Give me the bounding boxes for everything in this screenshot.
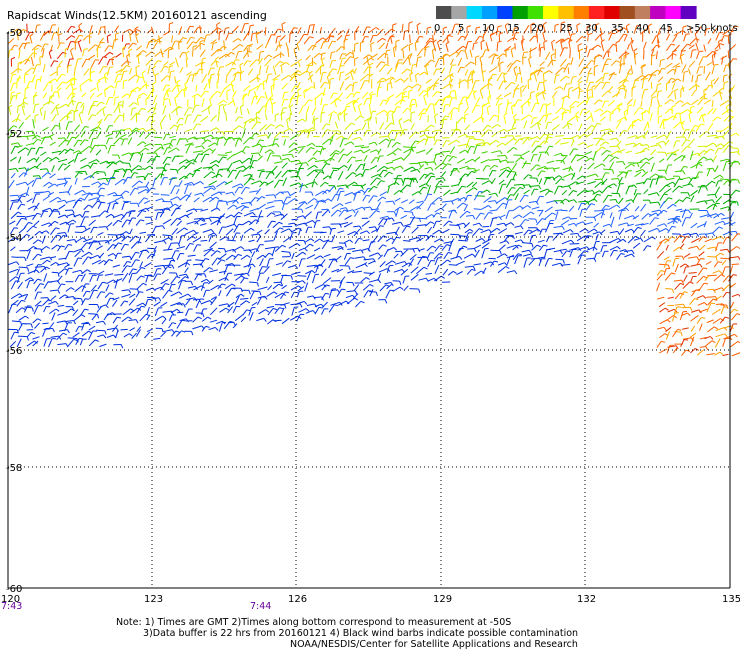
lat-label-60: -60 [6, 584, 22, 595]
lon-label-126: 126 [288, 594, 307, 605]
legend-label-30: 30 [585, 23, 598, 34]
map-title: Rapidscat Winds(12.5KM) 20160121 ascendi… [7, 9, 267, 22]
legend-swatch [634, 6, 651, 19]
legend-swatch [543, 6, 559, 19]
speed-legend: 0 5 10 15 20 25 30 35 40 45 >50 knots [434, 6, 738, 34]
time-label-second: 7:44 [250, 601, 271, 612]
legend-label-45: 45 [660, 23, 673, 34]
note-line-1: Note: 1) Times are GMT 2)Times along bot… [116, 617, 511, 628]
legend-swatch [527, 6, 544, 19]
legend-swatch [451, 6, 468, 19]
legend-swatch [512, 6, 529, 19]
legend-swatch [619, 6, 636, 19]
lon-label-135: 135 [722, 594, 740, 605]
lat-label-52: -52 [6, 129, 22, 140]
legend-label-20: 20 [531, 23, 544, 34]
legend-swatch [466, 6, 483, 19]
legend-label-50: >50 knots [686, 23, 738, 34]
note-line-3: NOAA/NESDIS/Center for Satellite Applica… [290, 639, 578, 650]
legend-swatch [497, 6, 514, 19]
legend-label-25: 25 [560, 23, 573, 34]
legend-label-10: 10 [482, 23, 495, 34]
lon-label-132: 132 [577, 594, 596, 605]
legend-swatch [436, 6, 452, 19]
lon-label-123: 123 [144, 594, 163, 605]
lon-label-120: 120 [1, 594, 20, 605]
wind-barb-field [7, 21, 740, 357]
legend-label-0: 0 [434, 23, 440, 34]
legend-swatch [573, 6, 590, 19]
legend-label-15: 15 [507, 23, 520, 34]
legend-swatch [604, 6, 621, 19]
legend-color-bar [436, 6, 697, 19]
time-label-first: 7:43 [1, 601, 22, 612]
legend-swatch [481, 6, 498, 19]
legend-label-40: 40 [636, 23, 649, 34]
note-line-2: 3)Data buffer is 22 hrs from 20160121 4)… [143, 628, 578, 639]
lat-label-54: -54 [6, 233, 22, 244]
lat-label-58: -58 [6, 463, 22, 474]
legend-swatch [680, 6, 697, 19]
legend-label-35: 35 [611, 23, 624, 34]
lat-label-50: -50 [6, 28, 22, 39]
legend-swatch [558, 6, 575, 19]
legend-swatch [650, 6, 667, 19]
lat-label-56: -56 [6, 346, 22, 357]
lon-label-129: 129 [433, 594, 452, 605]
legend-swatch [665, 6, 682, 19]
legend-label-5: 5 [458, 23, 464, 34]
lat-lon-grid [7, 31, 731, 589]
legend-swatch [588, 6, 605, 19]
